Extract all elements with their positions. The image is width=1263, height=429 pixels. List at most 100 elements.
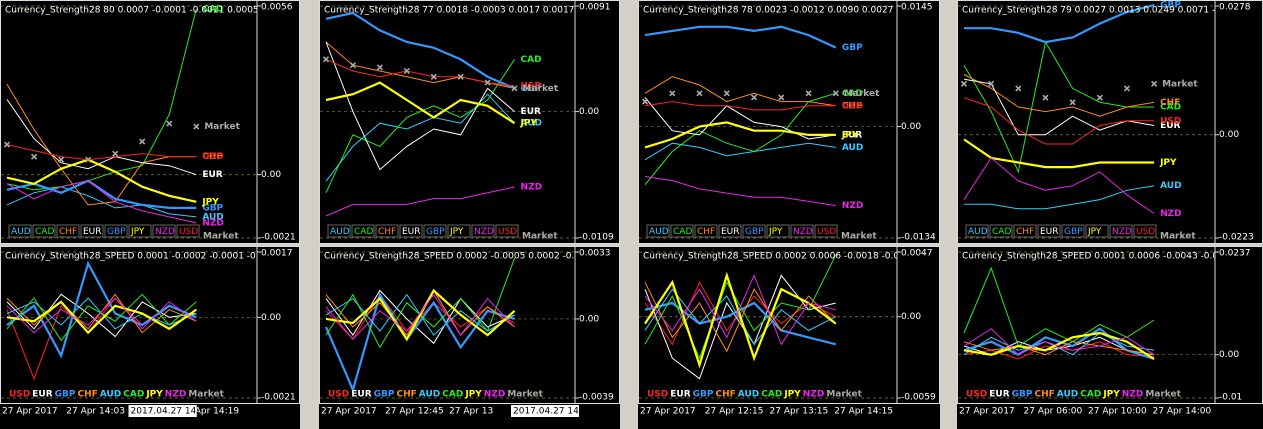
legend-item: NZD (484, 390, 506, 400)
legend-item: Market (507, 390, 543, 400)
series-end-label: USD (521, 82, 542, 92)
series-line (325, 288, 516, 342)
y-tick-label: 0.00 (261, 313, 281, 323)
market-marker (484, 79, 491, 86)
market-marker (349, 62, 357, 69)
market-marker (1042, 94, 1049, 101)
legend-item: USD (498, 227, 517, 237)
series-line (644, 274, 836, 346)
market-marker (1151, 80, 1158, 87)
panel-bg (0, 0, 300, 244)
legend-item: CAD (992, 227, 1011, 237)
legend-item: GBP (745, 227, 764, 237)
x-tick-label: 27 Apr 12:45 (385, 407, 444, 417)
legend-box (327, 224, 351, 238)
legend-item: JPY (464, 390, 482, 400)
x-tick-label: 27 Apr 2017 (321, 407, 377, 417)
legend-item: NZD (803, 390, 825, 400)
indicator-title: Currency_Strength28_SPEED 0.0001 -0.0002… (5, 252, 265, 262)
series-end-label: GBP (842, 43, 863, 53)
indicator-title: Currency_Strength28 77 0.0018 -0.0003 0.… (324, 6, 595, 16)
market-marker (112, 150, 119, 157)
x-tick-label: 27 Apr 13 (449, 407, 493, 417)
series-line (6, 99, 197, 176)
x-tick-label: 27 Apr 14:00 (1153, 407, 1212, 417)
legend-item: Market (1160, 232, 1196, 242)
y-tick-label: -0.0134 (901, 233, 936, 243)
legend-box (447, 224, 471, 238)
series-line (6, 297, 197, 334)
legend-item: EUR (1040, 227, 1059, 237)
panel-border (319, 0, 620, 244)
legend-box (128, 224, 152, 238)
series-line (963, 331, 1155, 360)
series-end-label: CAD (842, 89, 863, 99)
market-marker (669, 90, 676, 97)
indicator-title: Currency_Strength28 79 0.0027 0.0013 0.0… (962, 6, 1230, 16)
series-line (644, 76, 836, 107)
y-tick-label: -0.0059 (901, 393, 936, 403)
legend-box (670, 224, 694, 238)
panel-border (319, 246, 620, 404)
plot-area: USD EUR GBP CHF AUD CAD JPY NZD Market Currency_S… (958, 252, 1215, 400)
legend-item: EUR (721, 227, 740, 237)
market-marker (511, 85, 518, 92)
series-end-label: EUR (1160, 121, 1180, 131)
series-end-label: CHF (1160, 98, 1180, 108)
legend-box (8, 224, 32, 238)
legend-box (989, 224, 1013, 238)
legend-box (965, 224, 989, 238)
series-end-label: GBP (1160, 1, 1181, 11)
legend-item: AUD (330, 227, 350, 237)
time-axis-bg (957, 404, 1263, 429)
legend-item: GBP (55, 390, 76, 400)
legend-item: EUR (351, 390, 371, 400)
x-tick-label: 27 Apr 13:15 (770, 407, 829, 417)
legend-item: GBP (107, 227, 126, 237)
series-end-label: CHF (842, 101, 862, 111)
panel-bg (638, 246, 940, 404)
market-marker (696, 90, 703, 97)
market-marker (3, 141, 11, 148)
series-line (6, 84, 197, 206)
series-line (964, 185, 1155, 210)
legend-box (646, 224, 670, 238)
market-marker (30, 153, 38, 160)
time-axis-bg (638, 404, 940, 429)
series-end-label: NZD (1160, 209, 1182, 219)
legend-item: GBP (693, 390, 714, 400)
legend-box (56, 224, 80, 238)
series-line (325, 11, 516, 90)
legend-item: NZD (474, 227, 494, 237)
series-end-label: AUD (521, 119, 542, 129)
legend-item: Market (188, 390, 224, 400)
legend-box (718, 224, 742, 238)
legend-item: JPY (145, 390, 163, 400)
legend-item: JPY (768, 227, 783, 237)
legend-item: CHF (397, 390, 417, 400)
legend-box (1133, 224, 1157, 238)
market-marker (322, 56, 330, 63)
plot-area: USD EUR GBP CHF AUD CAD JPY NZD Market Currency_S… (1, 252, 265, 400)
x-tick-label: Apr 14:19 (195, 407, 240, 417)
series-end-label: EUR (842, 130, 862, 140)
market-marker (832, 90, 839, 97)
legend-item: Market (1145, 390, 1181, 400)
series-line (644, 121, 836, 149)
y-tick-label: -0.0021 (261, 233, 296, 243)
market-marker (139, 138, 146, 145)
series-end-label: AUD (202, 212, 223, 222)
legend-box (1013, 224, 1037, 238)
y-tick-label: 0.00 (261, 170, 281, 180)
indicator-title: Currency_Strength28 80 0.0007 -0.0001 -0… (5, 6, 279, 16)
panel-bg (957, 0, 1263, 244)
legend-item: AUD (419, 390, 440, 400)
series-line (963, 157, 1155, 214)
market-marker (85, 156, 92, 163)
series-line (6, 260, 197, 359)
y-tick-label: 0.0017 (261, 249, 293, 259)
legend-item: USD (1136, 227, 1155, 237)
x-tick-label: 27 Apr 12:15 (705, 407, 764, 417)
series-line (644, 274, 836, 380)
